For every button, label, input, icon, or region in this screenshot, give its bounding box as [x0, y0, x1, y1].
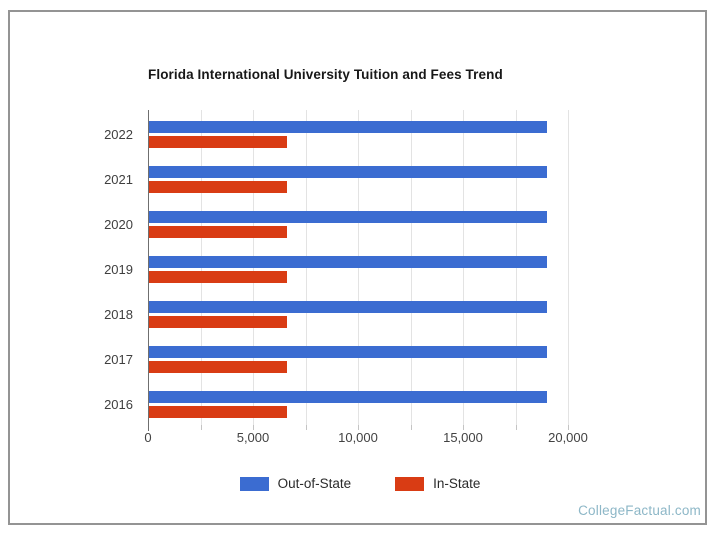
- axis-tick-17500: [515, 425, 517, 430]
- y-label-2016: 2016: [104, 396, 133, 412]
- x-tick-label-5000: 5,000: [236, 430, 270, 445]
- y-label-2020: 2020: [104, 216, 133, 232]
- y-label-2022: 2022: [104, 126, 133, 142]
- legend: Out-of-State In-State: [0, 476, 720, 491]
- collegefactual-link[interactable]: CollegeFactual.com: [578, 503, 701, 518]
- out-of-state-swatch: [239, 476, 269, 491]
- bar-in-state-2019: [149, 271, 287, 283]
- chart-title: Florida International University Tuition…: [148, 67, 503, 82]
- bar-out-of-state-2017: [149, 346, 548, 358]
- y-axis-line: [148, 110, 149, 431]
- y-label-2021: 2021: [104, 171, 133, 187]
- x-tick-label-15000: 15,000: [443, 430, 483, 445]
- x-tick-label-10000: 10,000: [338, 430, 378, 445]
- axis-tick-7500: [305, 425, 307, 430]
- x-tick-label-20000: 20,000: [548, 430, 588, 445]
- legend-item-in-state: In-State: [395, 476, 480, 491]
- y-label-2018: 2018: [104, 306, 133, 322]
- bar-out-of-state-2018: [149, 301, 548, 313]
- axis-tick-2500: [200, 425, 202, 430]
- bar-out-of-state-2016: [149, 391, 548, 403]
- axis-tick-12500: [410, 425, 412, 430]
- bar-in-state-2020: [149, 226, 287, 238]
- bar-out-of-state-2020: [149, 211, 548, 223]
- y-label-2017: 2017: [104, 351, 133, 367]
- bar-in-state-2018: [149, 316, 287, 328]
- x-tick-label-0: 0: [144, 430, 152, 445]
- legend-label-out-of-state: Out-of-State: [277, 476, 352, 491]
- axis-tick-10000: [358, 425, 359, 430]
- legend-item-out-of-state: Out-of-State: [239, 476, 352, 491]
- bar-in-state-2017: [149, 361, 287, 373]
- axis-tick-15000: [463, 425, 464, 430]
- bar-out-of-state-2022: [149, 121, 548, 133]
- y-label-2019: 2019: [104, 261, 133, 277]
- bar-out-of-state-2021: [149, 166, 548, 178]
- bar-in-state-2021: [149, 181, 287, 193]
- legend-label-in-state: In-State: [433, 476, 481, 491]
- plot-area: [148, 110, 569, 430]
- axis-tick-5000: [253, 425, 254, 430]
- in-state-swatch: [395, 476, 425, 491]
- bar-in-state-2016: [149, 406, 287, 418]
- bar-in-state-2022: [149, 136, 287, 148]
- bar-out-of-state-2019: [149, 256, 548, 268]
- axis-tick-20000: [568, 425, 569, 430]
- gridline-20000: [568, 110, 569, 425]
